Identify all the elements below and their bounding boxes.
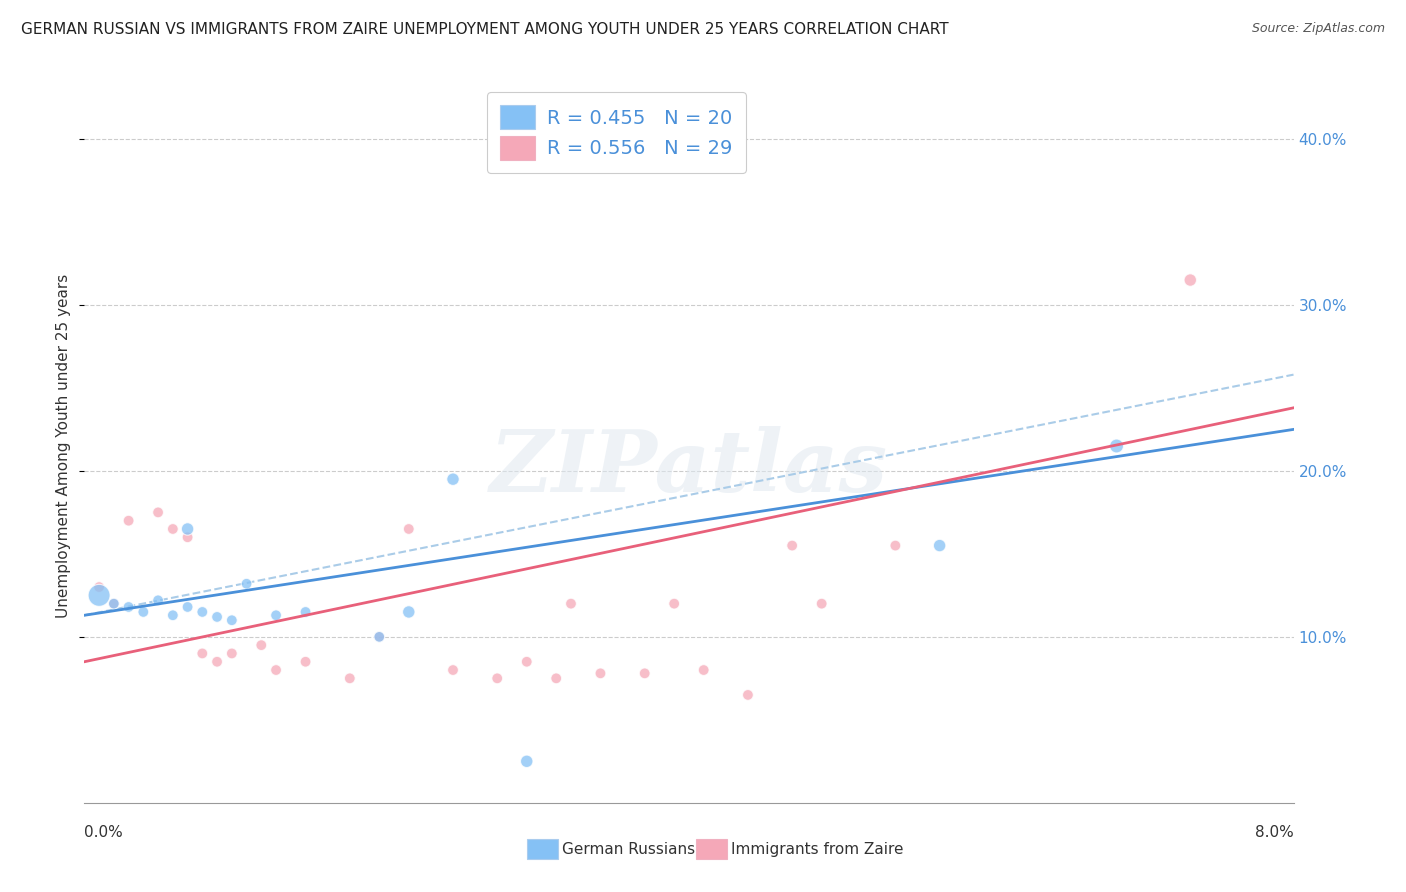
Point [205,655,228,669]
Point [235,576,257,591]
Point [264,608,287,623]
Point [339,671,361,685]
Point [589,666,612,681]
Text: German Russians: German Russians [562,842,696,856]
Point [176,522,198,536]
Point [176,530,198,544]
Point [294,605,316,619]
Legend: R = 0.455   N = 20, R = 0.556   N = 29: R = 0.455 N = 20, R = 0.556 N = 29 [486,92,747,173]
Point [162,522,184,536]
Point [117,599,139,614]
Text: 0.0%: 0.0% [84,825,124,840]
Point [191,647,214,661]
Point [176,599,198,614]
Point [87,580,110,594]
Point [1105,439,1128,453]
Point [398,522,420,536]
Point [103,597,125,611]
Point [1180,273,1202,287]
Point [810,597,832,611]
Point [368,630,391,644]
Point [441,472,464,486]
Point [928,539,950,553]
Y-axis label: Unemployment Among Youth under 25 years: Unemployment Among Youth under 25 years [56,274,72,618]
Point [516,754,538,768]
Point [664,597,686,611]
Point [634,666,657,681]
Point [87,588,110,602]
Point [221,613,243,627]
Point [221,647,243,661]
Point [737,688,759,702]
Text: 8.0%: 8.0% [1254,825,1294,840]
Text: GERMAN RUSSIAN VS IMMIGRANTS FROM ZAIRE UNEMPLOYMENT AMONG YOUTH UNDER 25 YEARS : GERMAN RUSSIAN VS IMMIGRANTS FROM ZAIRE … [21,22,949,37]
Point [117,514,139,528]
Point [398,605,420,619]
Point [132,605,155,619]
Text: Source: ZipAtlas.com: Source: ZipAtlas.com [1251,22,1385,36]
Point [103,597,125,611]
Point [441,663,464,677]
Point [250,638,273,652]
Point [146,593,169,607]
Point [205,610,228,624]
Point [780,539,803,553]
Point [546,671,568,685]
Point [162,608,184,623]
Text: Immigrants from Zaire: Immigrants from Zaire [731,842,904,856]
Point [191,605,214,619]
Point [884,539,907,553]
Point [368,630,391,644]
Point [560,597,582,611]
Point [516,655,538,669]
Point [264,663,287,677]
Point [486,671,509,685]
Text: ZIPatlas: ZIPatlas [489,425,889,509]
Point [294,655,316,669]
Point [146,505,169,519]
Point [692,663,714,677]
